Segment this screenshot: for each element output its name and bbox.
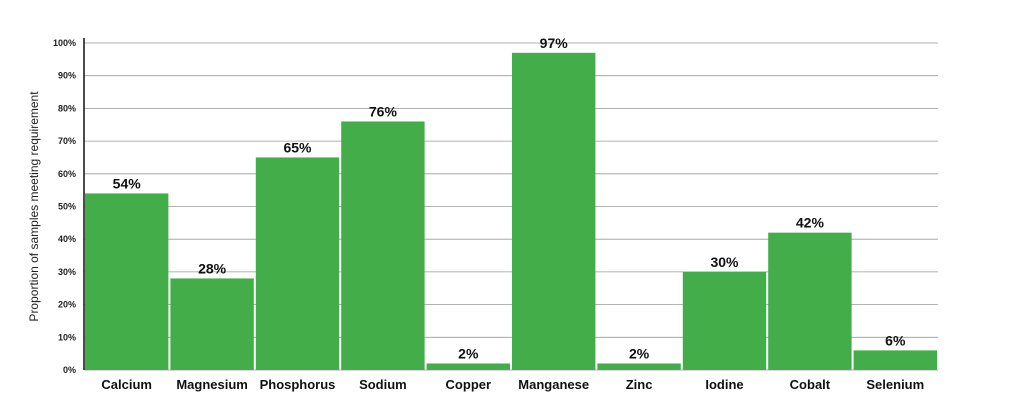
x-tick-label: Selenium bbox=[866, 377, 924, 392]
bar bbox=[85, 193, 169, 370]
bar bbox=[170, 278, 254, 370]
bar bbox=[682, 271, 767, 370]
data-label: 2% bbox=[458, 345, 479, 361]
data-label: 6% bbox=[885, 332, 906, 348]
data-label: 76% bbox=[369, 103, 398, 119]
data-label: 2% bbox=[629, 345, 650, 361]
y-tick-label: 20% bbox=[58, 300, 76, 310]
bars bbox=[85, 52, 937, 371]
y-tick-label: 60% bbox=[58, 169, 76, 179]
bar bbox=[768, 232, 852, 370]
x-tick-label: Calcium bbox=[101, 377, 152, 392]
x-tick-label: Cobalt bbox=[790, 377, 831, 392]
y-tick-label: 0% bbox=[63, 365, 76, 375]
bar bbox=[255, 157, 340, 370]
y-tick-label: 80% bbox=[58, 103, 76, 113]
data-label: 97% bbox=[540, 35, 569, 51]
bar bbox=[341, 121, 425, 370]
y-tick-label: 50% bbox=[58, 202, 76, 212]
x-axis-category-labels: Calcium Magnesium Phosphorus Sodium Copper Ma… bbox=[101, 377, 924, 392]
data-label: 54% bbox=[113, 175, 142, 191]
data-label: 42% bbox=[796, 215, 825, 231]
x-tick-label: Sodium bbox=[359, 377, 407, 392]
x-tick-label: Zinc bbox=[626, 377, 653, 392]
data-label: 30% bbox=[710, 254, 739, 270]
y-tick-label: 90% bbox=[58, 71, 76, 81]
x-tick-label: Phosphorus bbox=[260, 377, 336, 392]
y-tick-label: 30% bbox=[58, 267, 76, 277]
x-tick-label: Magnesium bbox=[176, 377, 248, 392]
data-labels: 54% 28% 65% 76% 2% 97% 2% 30% 42% 6% bbox=[113, 35, 906, 362]
bar bbox=[426, 363, 510, 370]
bar bbox=[853, 350, 937, 370]
y-tick-label: 40% bbox=[58, 234, 76, 244]
x-tick-label: Iodine bbox=[705, 377, 743, 392]
bar bbox=[597, 363, 681, 370]
data-label: 65% bbox=[283, 139, 312, 155]
y-axis-title: Proportion of samples meeting requiremen… bbox=[27, 91, 41, 322]
y-tick-label: 10% bbox=[58, 332, 76, 342]
y-axis-ticks: 0% 10% 20% 30% 40% 50% 60% 70% 80% 90% 100% bbox=[53, 38, 76, 375]
bar bbox=[512, 52, 596, 371]
y-tick-label: 70% bbox=[58, 136, 76, 146]
x-tick-label: Manganese bbox=[518, 377, 589, 392]
data-label: 28% bbox=[198, 260, 227, 276]
x-tick-label: Copper bbox=[446, 377, 492, 392]
y-tick-label: 100% bbox=[53, 38, 76, 48]
